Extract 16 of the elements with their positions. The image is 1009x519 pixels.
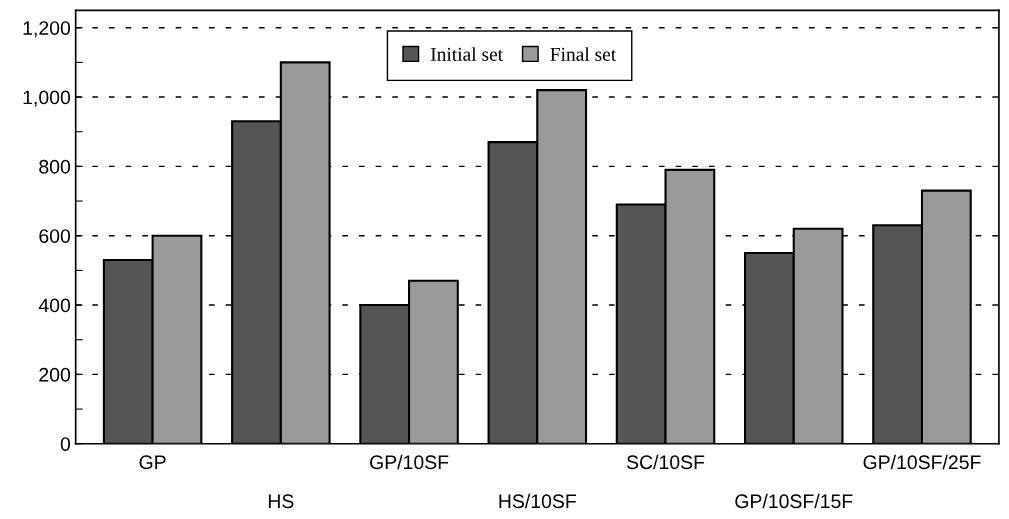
legend-label: Final set	[550, 47, 617, 61]
y-tick-label: 1,000	[23, 90, 71, 107]
x-tick-label: GP/10SF	[370, 454, 449, 470]
x-tick-label: HS/10SF	[499, 493, 576, 509]
x-tick-label: GP/10SF/25F	[863, 454, 981, 470]
legend-label: Initial set	[430, 47, 503, 61]
y-tick-label: 600	[39, 229, 71, 243]
y-tick-label: 0	[60, 437, 71, 451]
x-tick-label: GP	[139, 455, 166, 470]
x-tick-label: SC/10SF	[626, 454, 705, 470]
y-tick-label: 1,200	[23, 21, 71, 38]
x-tick-label: HS	[268, 494, 294, 509]
x-tick-label: GP/10SF/15F	[735, 493, 853, 509]
y-tick-label: 400	[38, 298, 71, 313]
y-tick-label: 200	[39, 367, 71, 382]
y-tick-label: 800	[39, 159, 71, 174]
